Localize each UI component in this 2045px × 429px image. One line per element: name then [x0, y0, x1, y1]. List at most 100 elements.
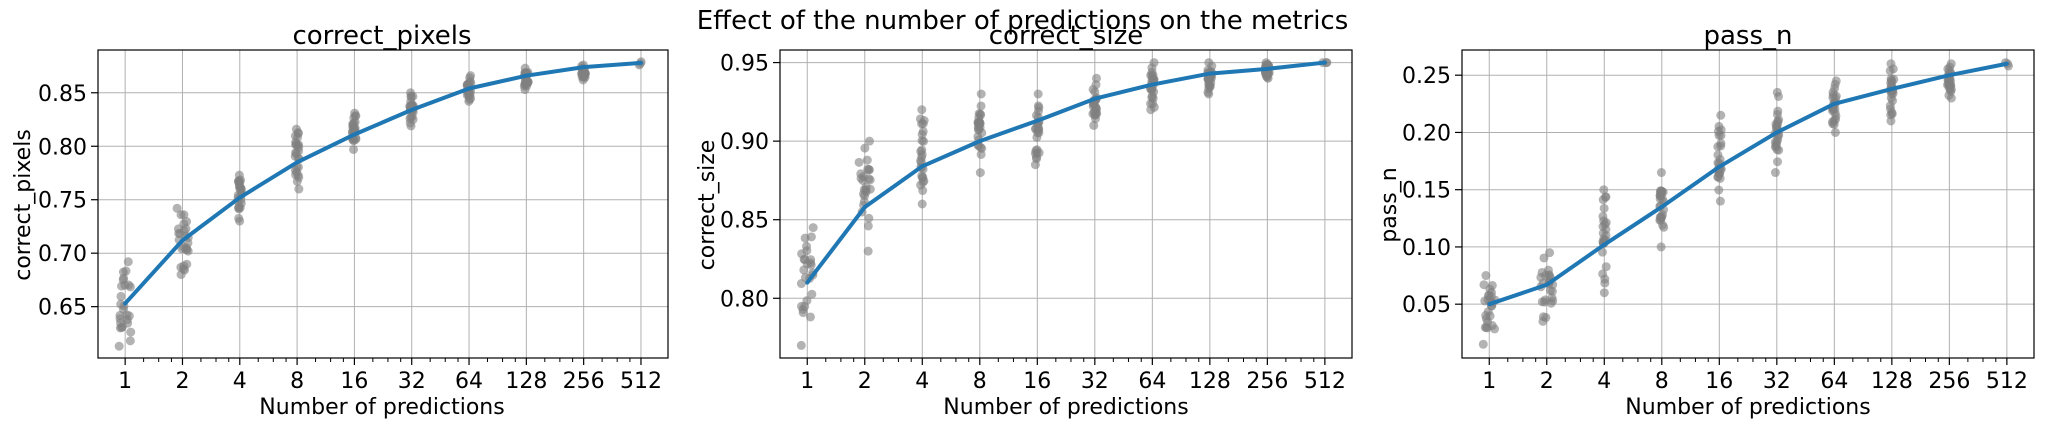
x-axis-label: Number of predictions — [943, 395, 1188, 420]
run-point — [1032, 154, 1042, 164]
run-point — [126, 327, 136, 337]
run-point — [859, 185, 869, 195]
mean-point — [123, 301, 128, 306]
x-tick-label: 8 — [973, 369, 987, 394]
run-point — [1481, 271, 1491, 281]
run-point — [114, 341, 124, 351]
y-tick-label: 0.65 — [38, 296, 87, 321]
mean-point — [1947, 73, 1952, 78]
y-axis-label: pass_n — [1377, 167, 1402, 242]
x-tick-label: 2 — [858, 369, 872, 394]
run-point — [116, 291, 126, 301]
y-axis-label: correct_pixels — [11, 129, 36, 281]
run-point — [1773, 157, 1783, 167]
x-tick-label: 512 — [1304, 369, 1346, 394]
run-point — [1599, 185, 1609, 195]
run-point — [808, 223, 818, 233]
run-point — [121, 266, 131, 276]
run-point — [864, 213, 874, 223]
y-tick-label: 0.80 — [720, 287, 769, 312]
run-point — [975, 168, 985, 178]
run-point — [864, 165, 874, 175]
run-point — [1599, 203, 1609, 213]
run-point — [124, 280, 134, 290]
x-tick-label: 256 — [1928, 369, 1970, 394]
x-tick-label: 64 — [455, 369, 483, 394]
run-point — [1716, 110, 1726, 120]
mean-point — [977, 139, 982, 144]
run-point — [860, 143, 870, 153]
run-point — [293, 128, 303, 138]
x-tick-label: 8 — [1655, 369, 1669, 394]
y-tick-label: 0.95 — [720, 52, 769, 77]
run-point — [1830, 127, 1840, 137]
run-point — [1659, 222, 1669, 232]
mean-point — [1265, 66, 1270, 71]
run-point — [863, 221, 873, 231]
run-point — [1601, 192, 1611, 202]
run-point — [1487, 321, 1497, 331]
run-point — [1773, 91, 1783, 101]
run-point — [917, 199, 927, 209]
run-point — [1945, 84, 1955, 94]
subplot-pass-n: pass_n Number of predictions pass_n 1 2 4 8… — [1377, 21, 2035, 420]
x-tick-label: 1 — [1482, 369, 1496, 394]
run-point — [1656, 242, 1666, 252]
x-tick-label: 256 — [1246, 369, 1288, 394]
y-axis-label: correct_size — [695, 140, 720, 271]
run-point — [180, 265, 190, 275]
run-point — [796, 340, 806, 350]
run-point — [1600, 219, 1610, 229]
run-point — [1656, 168, 1666, 178]
mean-point — [1035, 118, 1040, 123]
y-tick-label: 0.75 — [38, 189, 87, 214]
run-point — [294, 140, 304, 150]
mean-point — [1322, 60, 1327, 65]
x-tick-label: 1 — [118, 369, 132, 394]
run-point — [1147, 63, 1157, 73]
x-tick-label: 128 — [505, 369, 547, 394]
run-point — [1828, 119, 1838, 129]
x-tick-label: 16 — [1705, 369, 1733, 394]
run-point — [406, 92, 416, 102]
run-point — [1601, 230, 1611, 240]
mean-point — [1092, 96, 1097, 101]
run-point — [1204, 79, 1214, 89]
run-point — [1478, 339, 1488, 349]
x-tick-label: 512 — [620, 369, 662, 394]
mean-point — [467, 86, 472, 91]
y-tick-label: 0.20 — [1402, 121, 1451, 146]
x-tick-label: 64 — [1138, 369, 1166, 394]
mean-point — [295, 160, 300, 165]
mean-point — [1150, 82, 1155, 87]
mean-point — [237, 195, 242, 200]
run-point — [172, 203, 182, 213]
run-point — [807, 289, 817, 299]
y-tick-label: 0.80 — [38, 135, 87, 160]
mean-point — [1207, 71, 1212, 76]
run-point — [1032, 145, 1042, 155]
run-point — [976, 149, 986, 159]
run-point — [798, 308, 808, 318]
mean-point — [862, 205, 867, 210]
run-point — [1657, 212, 1667, 222]
run-point — [805, 312, 815, 322]
x-tick-label: 256 — [563, 369, 605, 394]
run-point — [1538, 312, 1548, 322]
run-point — [1480, 296, 1490, 306]
run-point — [235, 203, 245, 213]
mean-point — [1487, 302, 1492, 307]
x-tick-label: 1 — [800, 369, 814, 394]
run-point — [917, 173, 927, 183]
x-tick-label: 32 — [398, 369, 426, 394]
y-tick-label: 0.85 — [720, 209, 769, 234]
run-point — [917, 136, 927, 146]
run-point — [797, 249, 807, 259]
mean-point — [1774, 130, 1779, 135]
run-point — [1485, 311, 1495, 321]
run-point — [917, 119, 927, 129]
run-point — [1543, 265, 1553, 275]
run-point — [1600, 274, 1610, 284]
run-point — [1885, 101, 1895, 111]
